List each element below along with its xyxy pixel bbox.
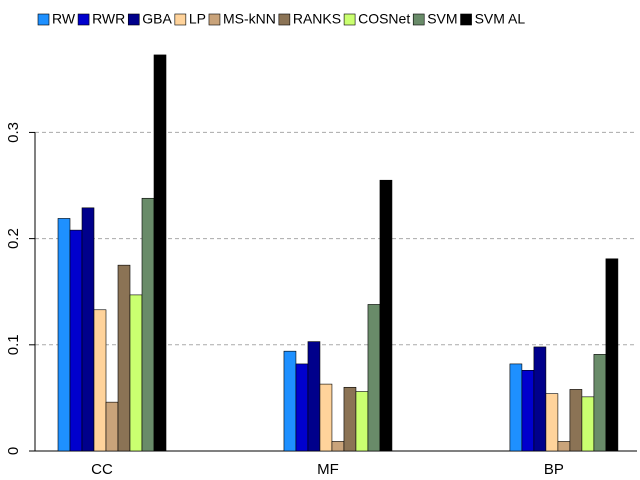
bar <box>105 401 119 452</box>
bar <box>593 354 607 452</box>
bar <box>545 393 559 452</box>
bar <box>117 264 131 452</box>
bar <box>141 197 155 452</box>
legend-swatch <box>460 13 472 26</box>
legend: RW RWR GBA LP MS-kNN RANKS COSNet SVM SVM AL <box>37 11 526 27</box>
bar <box>93 309 107 452</box>
x-tick-label: MF <box>317 461 339 478</box>
bar <box>283 350 297 452</box>
bar <box>569 389 583 452</box>
y-tick-label: 0.2 <box>5 228 22 249</box>
legend-swatch <box>412 13 425 26</box>
legend-label: COSNet <box>358 11 410 27</box>
legend-swatch <box>127 13 140 26</box>
legend-label: RANKS <box>293 11 341 27</box>
legend-label: RWR <box>92 11 125 27</box>
bar <box>355 391 369 452</box>
legend-swatch <box>77 13 90 26</box>
legend-label: MS-kNN <box>223 11 276 27</box>
legend-swatch <box>208 13 221 26</box>
bar <box>521 369 535 452</box>
bar <box>295 363 309 452</box>
bar <box>343 386 357 452</box>
bar <box>319 383 333 452</box>
bar <box>331 441 345 452</box>
x-tick-label: CC <box>91 461 113 478</box>
bar <box>533 346 547 452</box>
bar <box>129 294 143 452</box>
bar <box>81 207 95 452</box>
legend-label: SVM <box>427 11 457 27</box>
legend-label: GBA <box>142 11 172 27</box>
bar <box>367 304 381 452</box>
legend-swatch <box>278 13 291 26</box>
bar <box>69 229 83 452</box>
y-tick-label: 0 <box>5 447 22 455</box>
y-tick-label: 0.3 <box>5 122 22 143</box>
legend-label: SVM AL <box>475 11 526 27</box>
bar <box>57 218 71 452</box>
bar <box>581 396 595 452</box>
bar <box>379 179 393 452</box>
x-tick-label: BP <box>544 461 564 478</box>
bar <box>153 54 167 452</box>
bar <box>605 258 619 452</box>
y-tick-label: 0.1 <box>5 334 22 355</box>
legend-swatch <box>37 13 50 26</box>
legend-label: RW <box>52 11 76 27</box>
bar <box>557 441 571 452</box>
legend-swatch <box>174 13 187 26</box>
legend-label: LP <box>189 11 206 27</box>
legend-swatch <box>343 13 356 26</box>
bar <box>509 363 523 452</box>
bar <box>307 341 321 452</box>
